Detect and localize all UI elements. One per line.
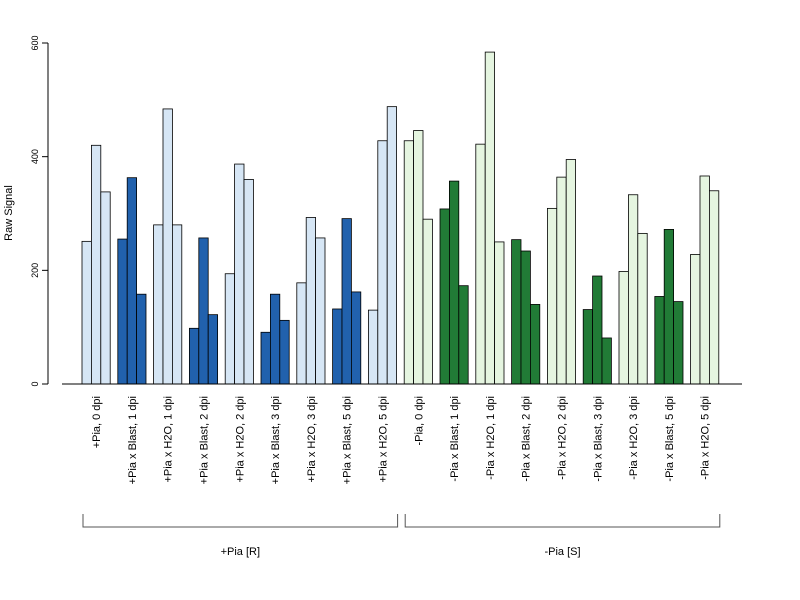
bar [582,309,594,385]
bar [126,177,137,385]
category-label: +Pia x Blast, 2 dpi [199,396,211,484]
bar [556,176,567,385]
bar [709,190,720,385]
bar [305,217,317,385]
bar [484,51,496,385]
bar [673,301,684,385]
bar [422,218,433,385]
bar [279,319,290,385]
bar [663,229,675,385]
bar [341,218,352,385]
y-tick-label: 600 [30,35,40,50]
bar [198,237,209,385]
bar [690,254,701,385]
bar [530,304,541,385]
category-label: +Pia x H2O, 2 dpi [234,396,246,483]
category-label: -Pia x H2O, 1 dpi [485,396,497,480]
y-tick-label: 400 [30,149,40,164]
category-label: +Pia x H2O, 5 dpi [378,396,390,483]
bar [350,291,362,385]
category-label: -Pia x Blast, 1 dpi [449,396,461,482]
category-label: +Pia x H2O, 3 dpi [306,396,318,483]
bar [637,232,648,385]
bar [234,163,245,385]
bar [81,240,92,385]
bar [332,308,343,385]
category-label: +Pia x Blast, 5 dpi [342,396,354,484]
y-axis-title: Raw Signal [3,185,15,241]
bar [100,191,111,385]
category-labels: +Pia, 0 dpi +Pia x Blast, 1 dpi +Pia x H2O… [91,396,712,484]
bar [315,237,326,385]
bar [439,208,450,385]
bar [448,180,460,385]
category-label: +Pia x Blast, 3 dpi [270,396,282,484]
category-label: -Pia x H2O, 5 dpi [700,396,712,480]
bar [458,285,469,385]
bar [153,224,164,385]
y-axis: 0 200 400 600 [30,35,49,387]
bar [162,108,173,385]
category-label: -Pia x Blast, 5 dpi [664,396,676,482]
bar [260,331,271,385]
bar [243,178,254,385]
category-label: -Pia x H2O, 3 dpi [628,396,640,480]
bar [654,296,665,385]
y-tick-label: 200 [30,263,40,278]
bar [475,143,486,385]
bar [547,207,558,385]
group-bracket [404,514,721,528]
bar [91,144,102,385]
category-label: -Pia x Blast, 3 dpi [592,396,604,482]
bar [269,293,281,385]
bar [224,273,235,385]
bar [117,238,128,385]
bars-layer [81,51,720,385]
bar [699,175,710,385]
bar [592,275,603,385]
bar [136,293,147,385]
category-label: -Pia x Blast, 2 dpi [521,396,533,482]
group-bracket [82,514,399,528]
bar [618,271,629,385]
bar [511,239,522,385]
category-label: -Pia x H2O, 2 dpi [557,396,569,480]
bar [628,194,639,385]
bar [403,140,415,385]
bar [171,224,183,385]
group-label: +Pia [R] [221,546,260,558]
category-label: -Pia, 0 dpi [413,396,425,446]
category-label: +Pia x Blast, 1 dpi [127,396,139,484]
y-tick-label: 0 [30,381,40,386]
category-label: +Pia, 0 dpi [91,396,103,448]
bar [520,250,531,385]
bar [207,314,218,385]
bar [377,140,388,385]
bar [296,282,307,385]
group-label: -Pia [S] [544,546,580,558]
bar [413,130,424,385]
bar [188,327,200,385]
bar [601,337,612,385]
bar [367,309,379,385]
category-label: +Pia x H2O, 1 dpi [163,396,175,483]
bar [494,241,505,385]
group-brackets: +Pia [R] -Pia [S] [82,514,721,558]
bar [386,106,398,385]
bar [565,159,577,385]
